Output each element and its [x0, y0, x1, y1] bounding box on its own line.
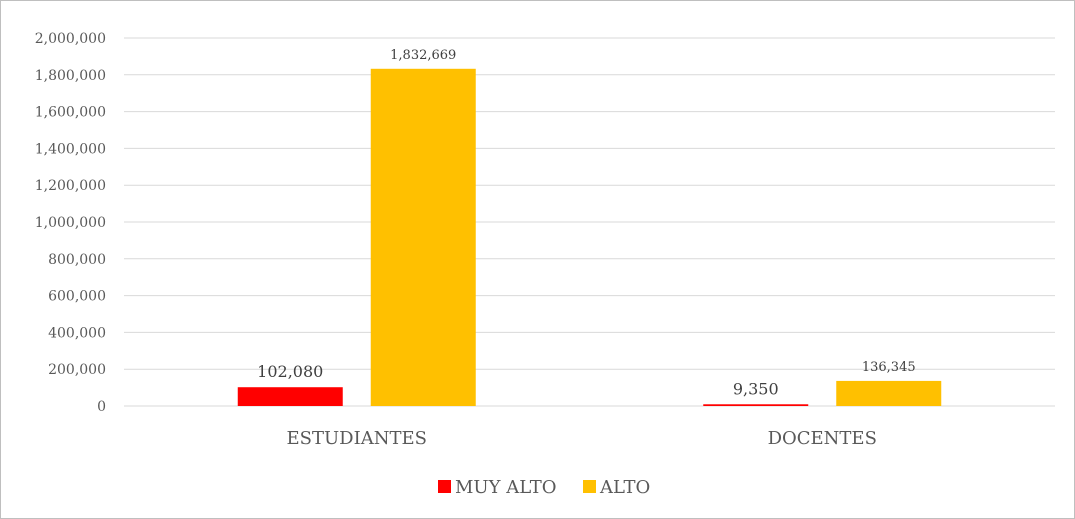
bar-muy-alto-estudiantes — [237, 387, 343, 406]
y-tick-label: 400,000 — [48, 325, 106, 341]
data-label: 9,350 — [733, 379, 779, 398]
y-tick-label: 2,000,000 — [35, 31, 106, 47]
y-tick-label: 800,000 — [48, 252, 106, 268]
data-label: 136,345 — [862, 360, 916, 375]
y-tick-label: 1,800,000 — [35, 68, 106, 84]
legend-swatch-alto — [583, 480, 596, 493]
bar-alto-docentes — [836, 380, 942, 406]
y-tick-label: 0 — [97, 399, 106, 415]
category-label: ESTUDIANTES — [287, 428, 427, 449]
y-tick-label: 1,000,000 — [35, 215, 106, 231]
bar-alto-estudiantes — [370, 68, 476, 406]
legend-swatch-muy-alto — [438, 480, 451, 493]
legend-label: ALTO — [599, 477, 650, 498]
y-tick-label: 1,200,000 — [35, 178, 106, 194]
legend: MUY ALTO ALTO — [438, 477, 650, 498]
legend-label: MUY ALTO — [455, 477, 556, 498]
y-tick-label: 600,000 — [48, 289, 106, 305]
y-axis-ticks: 0 200,000 400,000 600,000 800,000 1,000,000 1,… — [35, 31, 106, 415]
data-label: 1,832,669 — [390, 48, 456, 63]
data-labels: 102,080 1,832,669 9,350 136,345 — [257, 48, 915, 398]
y-tick-label: 1,400,000 — [35, 141, 106, 157]
category-label: DOCENTES — [768, 428, 877, 449]
gridlines — [124, 37, 1055, 407]
y-tick-label: 200,000 — [48, 362, 106, 378]
y-tick-label: 1,600,000 — [35, 105, 106, 121]
data-label: 102,080 — [257, 362, 323, 381]
bars — [237, 68, 942, 406]
bar-muy-alto-docentes — [703, 404, 809, 406]
x-axis-categories: ESTUDIANTES DOCENTES — [287, 428, 877, 449]
